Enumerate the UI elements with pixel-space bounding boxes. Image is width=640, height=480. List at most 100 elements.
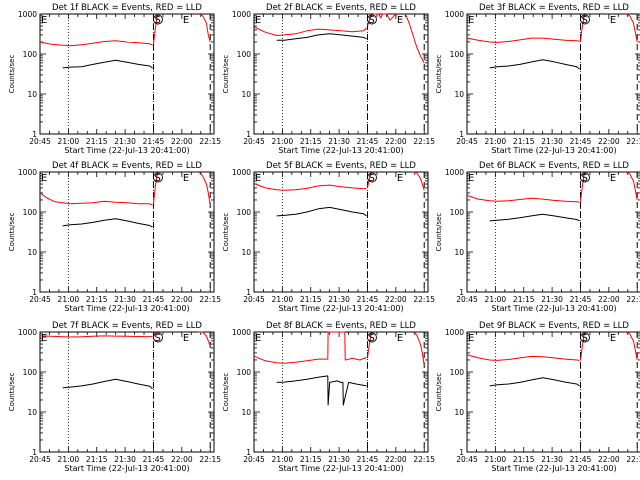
- chart-panel-1: Det 1f BLACK = Events, RED = LLD 1 10 100 10…: [8, 3, 221, 155]
- x-tick-label: 20:45: [29, 455, 51, 464]
- x-tick-label: 21:30: [541, 295, 563, 304]
- lld-series-line: [198, 13, 211, 43]
- x-tick-label: 20:45: [456, 295, 478, 304]
- y-tick-label: 1000: [232, 328, 251, 337]
- x-tick-label: 21:30: [328, 137, 350, 146]
- plot-frame: [253, 331, 429, 453]
- chart-title: Det 8f BLACK = Events, RED = LLD: [266, 321, 416, 331]
- x-tick-label: 22:00: [598, 455, 620, 464]
- lld-series-line: [467, 37, 580, 43]
- lld-series-line: [254, 182, 367, 191]
- chart-panel-2: Det 2f BLACK = Events, RED = LLD 1 10 100 10…: [222, 3, 435, 155]
- x-tick-label: 20:45: [29, 137, 51, 146]
- marker-label: E: [468, 173, 474, 184]
- y-tick-label: 100: [450, 208, 465, 217]
- x-tick-label: 21:00: [58, 295, 80, 304]
- lld-series-line: [40, 335, 153, 338]
- y-tick-label: 100: [23, 368, 38, 377]
- chart-panel-6: Det 6f BLACK = Events, RED = LLD 1 10 100 10…: [435, 161, 640, 313]
- y-tick-label: 100: [450, 50, 465, 59]
- x-tick-label: 21:45: [143, 137, 165, 146]
- marker-label: E: [255, 173, 261, 184]
- y-tick-label: 100: [450, 368, 465, 377]
- y-tick-label: 1000: [232, 168, 251, 177]
- x-tick-label: 21:00: [272, 295, 294, 304]
- x-axis-label: Start Time (22-Jul-13 20:41:00): [491, 304, 616, 313]
- marker-circle: [580, 14, 590, 25]
- y-axis-label: Counts/sec: [8, 55, 16, 94]
- lld-series-line: [367, 13, 398, 27]
- marker-label: E: [41, 173, 47, 184]
- x-tick-label: 21:00: [485, 295, 507, 304]
- x-tick-label: 21:15: [300, 455, 322, 464]
- x-tick-label: 21:45: [570, 137, 592, 146]
- marker-label: S: [581, 333, 587, 344]
- events-series-line: [62, 218, 153, 228]
- x-tick-label: 21:15: [300, 137, 322, 146]
- x-tick-label: 21:15: [300, 295, 322, 304]
- marker-label: E: [610, 15, 616, 26]
- x-tick-label: 21:30: [328, 295, 350, 304]
- y-axis-label: Counts/sec: [435, 213, 443, 252]
- plot-frame: [39, 13, 215, 135]
- chart-panel-8: Det 8f BLACK = Events, RED = LLD 1 10 100 10…: [222, 321, 435, 473]
- x-axis-label: Start Time (22-Jul-13 20:41:00): [278, 464, 403, 473]
- x-tick-label: 21:30: [541, 455, 563, 464]
- x-tick-label: 22:15: [199, 137, 221, 146]
- y-tick-label: 1: [32, 130, 37, 139]
- x-tick-label: 21:00: [58, 137, 80, 146]
- y-tick-label: 100: [237, 50, 252, 59]
- marker-circle: [153, 172, 163, 183]
- marker-label: E: [397, 333, 403, 344]
- lld-series-line: [198, 331, 211, 347]
- y-axis-label: Counts/sec: [435, 55, 443, 94]
- chart-panel-7: Det 7f BLACK = Events, RED = LLD 1 10 100 10…: [8, 321, 221, 473]
- marker-circle: [153, 14, 163, 25]
- events-series-line: [276, 206, 367, 217]
- y-tick-label: 10: [241, 90, 251, 99]
- y-tick-label: 1000: [18, 328, 37, 337]
- marker-circle: [367, 172, 377, 183]
- marker-circle: [580, 172, 590, 183]
- x-axis-label: Start Time (22-Jul-13 20:41:00): [491, 464, 616, 473]
- plot-frame: [466, 13, 640, 135]
- lld-series-line: [367, 171, 374, 188]
- events-series-line: [489, 213, 580, 222]
- x-tick-label: 21:30: [541, 137, 563, 146]
- chart-title: Det 4f BLACK = Events, RED = LLD: [52, 161, 202, 171]
- x-tick-label: 21:45: [570, 455, 592, 464]
- x-tick-label: 20:45: [29, 295, 51, 304]
- x-tick-label: 22:00: [171, 295, 193, 304]
- x-tick-label: 22:00: [385, 455, 407, 464]
- marker-label: S: [368, 15, 374, 26]
- x-tick-label: 22:15: [413, 137, 435, 146]
- marker-circle: [367, 14, 377, 25]
- marker-label: E: [468, 15, 474, 26]
- y-axis-label: Counts/sec: [8, 213, 16, 252]
- plot-frame: [253, 13, 429, 135]
- events-series-line: [489, 59, 580, 70]
- x-tick-label: 21:00: [272, 137, 294, 146]
- chart-title: Det 6f BLACK = Events, RED = LLD: [479, 161, 629, 171]
- series-group: [254, 13, 425, 64]
- y-tick-label: 10: [27, 248, 37, 257]
- marker-label: S: [368, 173, 374, 184]
- x-tick-label: 22:15: [413, 295, 435, 304]
- marker-circle: [580, 332, 590, 343]
- marker-label: E: [397, 15, 403, 26]
- lld-series-line: [404, 13, 425, 64]
- lld-series-line: [625, 13, 638, 43]
- y-tick-label: 1: [459, 288, 464, 297]
- marker-label: E: [183, 173, 189, 184]
- x-tick-label: 20:45: [456, 455, 478, 464]
- marker-label: E: [255, 15, 261, 26]
- x-tick-label: 21:15: [513, 137, 535, 146]
- y-tick-label: 100: [23, 208, 38, 217]
- x-tick-label: 21:30: [114, 295, 136, 304]
- series-group: [40, 331, 211, 390]
- lld-series-line: [412, 331, 425, 366]
- series-group: [254, 171, 425, 217]
- events-series-line: [489, 377, 580, 387]
- marker-circle: [367, 332, 377, 343]
- y-tick-label: 1: [459, 448, 464, 457]
